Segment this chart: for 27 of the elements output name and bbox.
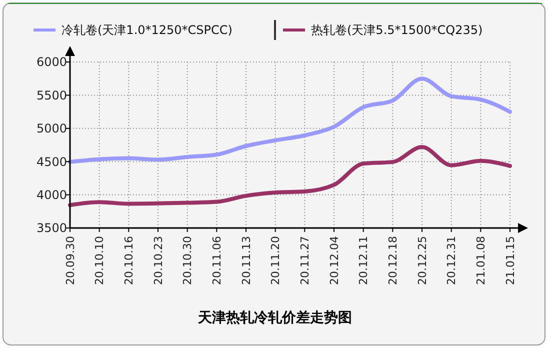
x-tick-label: 20.09.30	[64, 236, 77, 285]
legend-label: 冷轧卷(天津1.0*1250*CSPCC)	[62, 23, 232, 38]
x-tick-label: 20.11.06	[210, 236, 224, 285]
y-tick-label: 6000	[36, 55, 67, 70]
line-series	[68, 76, 512, 164]
text: 天津热轧冷轧价差走势图	[197, 310, 352, 326]
x-tick-label: 20.10.16	[122, 236, 136, 285]
x-tick-label: 20.10.30	[181, 236, 194, 285]
x-tick-label: 21.01.08	[474, 236, 488, 285]
y-tick-label: 4000	[36, 188, 67, 202]
y-tick-label: 5500	[36, 88, 67, 102]
x-tick-label: 20.10.10	[93, 236, 106, 285]
x-tick-label: 20.12.18	[386, 236, 400, 285]
x-tick-label: 20.11.27	[298, 236, 312, 285]
line-series	[68, 144, 512, 208]
y-tick-label: 3500	[36, 221, 67, 236]
x-tick-label: 20.12.31	[445, 236, 458, 285]
x-tick-label: 20.11.20	[269, 236, 282, 285]
x-tick-label: 20.11.13	[240, 236, 253, 285]
legend-label: 热轧卷(天津5.5*1500*CQ235)	[311, 23, 483, 38]
x-tick-label: 21.01.15	[504, 236, 517, 285]
y-tick-label: 4500	[36, 154, 67, 169]
x-tick-label: 20.10.23	[152, 236, 165, 285]
x-tick-label: 20.12.11	[357, 236, 370, 285]
x-tick-label: 20.12.25	[416, 236, 429, 285]
y-tick-label: 5000	[36, 122, 67, 136]
x-tick-label: 20.12.04	[328, 236, 341, 285]
